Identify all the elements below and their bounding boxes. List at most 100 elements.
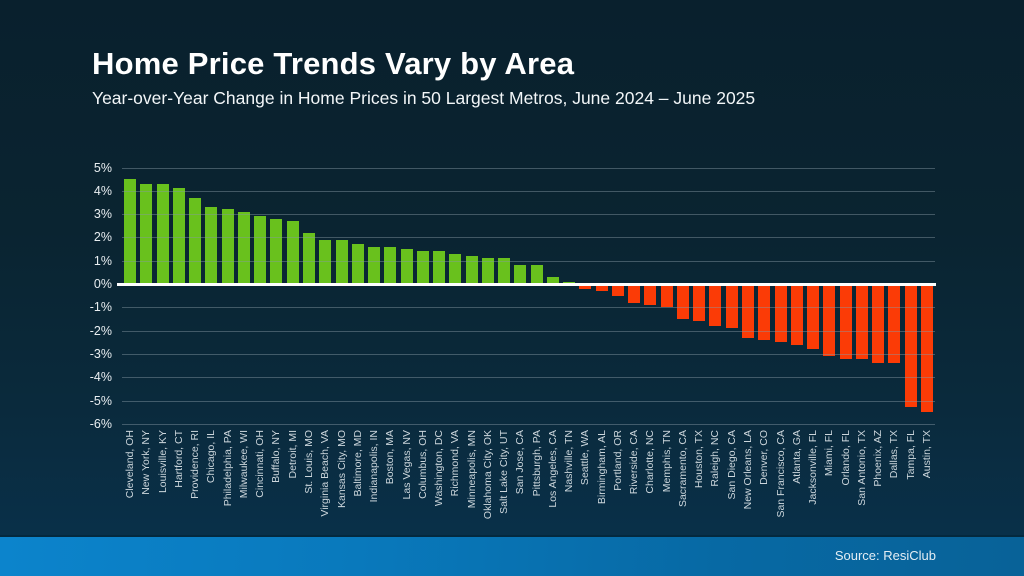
x-tick-label: Providence, RI: [189, 430, 202, 499]
x-tick-label: Houston, TX: [693, 430, 706, 489]
x-tick-label: Cincinnati, OH: [254, 430, 267, 498]
x-tick-label: Philadelphia, PA: [221, 430, 234, 507]
bar: [140, 183, 153, 284]
bar: [156, 183, 169, 284]
bar: [124, 179, 137, 284]
x-tick-label: Austin, TX: [920, 430, 933, 479]
x-tick-label: San Jose, CA: [514, 430, 527, 495]
x-tick-label: Sacramento, CA: [676, 430, 689, 508]
x-tick-label: Milwaukee, WI: [237, 430, 250, 499]
x-tick-label: Tampa, FL: [904, 430, 917, 480]
x-tick-label: Hartford, CT: [172, 430, 185, 488]
x-tick-label: Indianapolis, IN: [368, 430, 381, 503]
bar: [628, 286, 641, 303]
bar: [579, 286, 592, 289]
x-tick-label: Los Angeles, CA: [546, 430, 559, 508]
bar: [465, 256, 478, 284]
x-tick-label: Virginia Beach, VA: [319, 430, 332, 517]
y-tick-label: 1%: [93, 253, 112, 268]
x-tick-label: Memphis, TN: [660, 430, 673, 493]
bar: [546, 277, 559, 284]
bar: [514, 265, 527, 284]
gridline: [122, 307, 935, 309]
bar: [920, 286, 933, 413]
bar: [742, 286, 754, 338]
x-tick-label: Richmond, VA: [449, 430, 462, 497]
x-tick-label: Dallas, TX: [888, 430, 901, 479]
x-tick-label: Kansas City, MO: [335, 430, 348, 508]
bar: [790, 286, 803, 345]
bar: [319, 239, 332, 284]
y-tick-label: -1%: [89, 300, 112, 315]
x-tick-label: Washington, DC: [433, 430, 446, 507]
bar: [189, 197, 202, 284]
bar: [335, 239, 348, 284]
bar: [254, 216, 267, 284]
bar: [498, 258, 511, 284]
bar-chart: 5% 4% 3% 2% 1% 0% -1% -2% -3% -4% -5% -6% Cleveland…: [89, 160, 936, 519]
x-tick-label: Atlanta, GA: [790, 430, 803, 484]
x-tick-label: St. Louis, MO: [302, 430, 315, 494]
zero-axis-line: [117, 283, 936, 286]
x-tick-label: Raleigh, NC: [709, 430, 722, 487]
gridline: [122, 400, 935, 402]
bar: [660, 286, 673, 308]
x-tick-label: Columbus, OH: [416, 430, 429, 499]
y-tick-label: -2%: [89, 323, 112, 338]
x-tick-label: Denver, CO: [758, 430, 771, 485]
x-tick-label: Minneapolis, MN: [465, 430, 478, 509]
bar: [774, 286, 787, 343]
y-tick-label: 0%: [93, 277, 112, 291]
x-tick-label: New York, NY: [140, 430, 153, 495]
x-tick-label: Nashville, TN: [563, 430, 576, 493]
x-tick-label: Riverside, CA: [628, 430, 641, 495]
x-tick-label: Miami, FL: [823, 430, 836, 477]
y-tick-label: -4%: [89, 370, 112, 385]
bar: [286, 221, 299, 284]
gridline: [122, 260, 935, 262]
y-tick-label: 5%: [93, 160, 112, 175]
bar: [237, 211, 250, 284]
bar: [384, 246, 397, 284]
bar: [351, 244, 364, 284]
bar: [872, 286, 885, 364]
x-tick-label: Detroit, MI: [286, 430, 299, 479]
bar: [433, 251, 446, 284]
x-tick-label: Charlotte, NC: [644, 430, 657, 494]
bar: [693, 286, 706, 322]
x-tick-label: Louisville, KY: [156, 430, 169, 494]
bar: [368, 246, 381, 284]
bar: [416, 251, 429, 284]
x-tick-label: New Orleans, LA: [742, 430, 754, 510]
bar: [888, 286, 901, 364]
bar: [302, 232, 315, 284]
bar: [449, 253, 462, 284]
gridline: [122, 167, 935, 169]
bar: [676, 286, 689, 319]
gridline: [122, 423, 935, 425]
bar: [270, 218, 283, 284]
x-tick-label: Las Vegas, NV: [400, 430, 413, 500]
bar: [709, 286, 722, 326]
gridline: [122, 353, 935, 355]
y-tick-label: -3%: [89, 346, 112, 361]
gridline: [122, 190, 935, 192]
x-tick-label: Orlando, FL: [839, 430, 852, 486]
bar: [807, 286, 820, 350]
x-tick-label: Pittsburgh, PA: [530, 430, 543, 497]
x-tick-label: Buffalo, NY: [270, 430, 283, 483]
x-tick-label: Chicago, IL: [205, 430, 218, 484]
x-tick-label: San Francisco, CA: [774, 430, 787, 518]
x-tick-label: Boston, MA: [384, 430, 397, 485]
bar: [611, 286, 624, 296]
gridline: [122, 330, 935, 332]
x-tick-label: Baltimore, MD: [351, 430, 364, 497]
bar: [758, 286, 771, 340]
x-tick-label: Birmingham, AL: [595, 430, 608, 505]
bar: [823, 286, 836, 357]
y-tick-label: -6%: [89, 416, 112, 431]
bar: [855, 286, 868, 359]
x-tick-label: Cleveland, OH: [124, 430, 137, 499]
x-tick-label: San Antonio, TX: [855, 430, 868, 506]
footer-band: Source: ResiClub: [0, 535, 1024, 576]
